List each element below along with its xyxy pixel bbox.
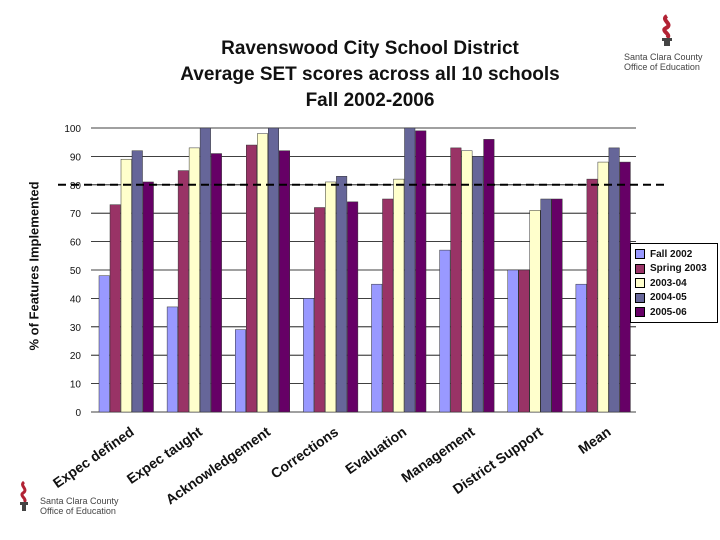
bar xyxy=(177,170,189,413)
logo-line-2: Office of Education xyxy=(624,62,700,72)
bar xyxy=(518,269,530,413)
bar xyxy=(586,178,598,413)
y-tick-label: 20 xyxy=(70,351,82,362)
bar xyxy=(142,181,154,413)
chart-title: Ravenswood City School District Average … xyxy=(120,36,620,114)
bar xyxy=(371,283,383,413)
logo-line-1: Santa Clara County xyxy=(40,496,119,506)
legend-item: Spring 2003 xyxy=(635,262,717,277)
bar xyxy=(415,130,427,413)
bar xyxy=(166,306,178,413)
y-tick-label: 80 xyxy=(70,181,82,192)
bar xyxy=(109,204,121,413)
logo-line-1: Santa Clara County xyxy=(624,52,703,62)
bar xyxy=(120,158,132,413)
legend-item: 2003-04 xyxy=(635,276,717,291)
bar xyxy=(279,150,290,413)
bar xyxy=(336,176,348,413)
logo-text: Santa Clara County Office of Education xyxy=(40,496,160,516)
legend-label: 2003-04 xyxy=(650,277,687,289)
bar xyxy=(597,161,609,413)
bar xyxy=(210,153,222,413)
bar xyxy=(257,133,268,413)
title-line-2: Average SET scores across all 10 schools xyxy=(180,64,560,85)
torch-icon xyxy=(20,480,28,511)
y-tick-label: 100 xyxy=(64,124,81,135)
y-tick-label: 30 xyxy=(70,323,82,334)
title-line-1: Ravenswood City School District xyxy=(221,38,519,59)
y-tick-label: 90 xyxy=(70,152,82,163)
legend-swatch xyxy=(635,307,645,318)
bar xyxy=(608,147,620,413)
legend-swatch xyxy=(635,263,645,274)
bar xyxy=(575,283,587,413)
bar xyxy=(507,269,519,413)
y-tick-label: 40 xyxy=(70,294,82,305)
y-tick-label: 60 xyxy=(70,238,82,249)
y-tick-label: 10 xyxy=(70,380,82,391)
legend-label: 2004-05 xyxy=(650,292,687,304)
logo-top-right: Santa Clara County Office of Education xyxy=(622,14,718,76)
bar xyxy=(235,329,246,413)
bar xyxy=(382,198,394,413)
bar xyxy=(347,201,359,413)
bar xyxy=(461,150,473,413)
logo-line-2: Office of Education xyxy=(40,506,116,516)
y-tick-label: 50 xyxy=(70,266,82,277)
legend-item: 2004-05 xyxy=(635,291,717,306)
y-tick-label: 70 xyxy=(70,209,82,220)
x-tick-label: Expec defined xyxy=(50,423,137,491)
bar xyxy=(199,127,211,413)
bar xyxy=(404,127,416,413)
title-line-3: Fall 2002-2006 xyxy=(305,90,435,111)
bar xyxy=(529,210,541,413)
torch-icon xyxy=(662,14,672,46)
legend-swatch xyxy=(635,292,645,303)
y-tick-label: 0 xyxy=(75,408,81,419)
logo-text: Santa Clara County Office of Education xyxy=(624,52,720,72)
legend-label: Fall 2002 xyxy=(650,248,693,260)
bar xyxy=(393,178,405,413)
bar xyxy=(131,150,143,413)
legend-item: Fall 2002 xyxy=(635,247,717,262)
logo-bottom-left: Santa Clara County Office of Education xyxy=(10,480,130,520)
legend-swatch xyxy=(635,249,645,260)
x-tick-label: Corrections xyxy=(268,423,342,481)
legend-label: Spring 2003 xyxy=(650,263,707,275)
x-tick-label: Evaluation xyxy=(342,423,409,477)
bar xyxy=(540,198,552,413)
bar xyxy=(439,249,451,413)
legend-swatch xyxy=(635,278,645,289)
bar xyxy=(98,275,110,413)
bar xyxy=(188,147,200,413)
bar xyxy=(325,181,337,413)
bar xyxy=(619,161,631,413)
legend-label: 2005-06 xyxy=(650,306,687,318)
bar xyxy=(314,207,326,413)
bar xyxy=(246,144,257,413)
legend: Fall 2002 Spring 2003 2003-04 2004-05 2005-0… xyxy=(630,243,718,323)
bar xyxy=(483,139,495,413)
bar xyxy=(450,147,462,413)
legend-item: 2005-06 xyxy=(635,305,717,320)
bar xyxy=(472,156,484,413)
bar xyxy=(303,298,315,413)
bar xyxy=(268,127,279,413)
bar xyxy=(551,198,563,413)
x-tick-label: Mean xyxy=(575,423,614,457)
